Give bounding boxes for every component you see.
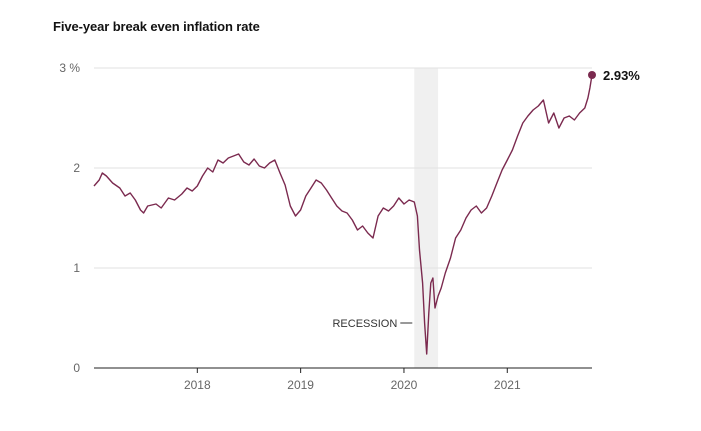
axes	[94, 367, 592, 373]
y-tick-label: 1	[73, 261, 80, 275]
y-tick-label: 2	[73, 161, 80, 175]
annotations: 2.93% RECESSION	[332, 68, 640, 330]
inflation-series-line	[93, 74, 593, 355]
x-tick-labels: 2018 2019 2020 2021	[184, 378, 521, 392]
end-value-label: 2.93%	[603, 68, 640, 83]
y-tick-labels: 0 1 2 3 %	[59, 61, 80, 375]
recession-band-layer	[414, 68, 439, 368]
y-tick-label: 3 %	[59, 61, 80, 75]
x-tick-label: 2018	[184, 378, 211, 392]
end-point-marker	[588, 71, 596, 79]
y-tick-label: 0	[73, 361, 80, 375]
x-tick-label: 2019	[287, 378, 314, 392]
x-tick-label: 2020	[391, 378, 418, 392]
series-layer	[93, 74, 593, 355]
x-tick-label: 2021	[494, 378, 521, 392]
chart-title: Five-year break even inflation rate	[53, 19, 260, 34]
recession-label: RECESSION	[332, 318, 397, 330]
gridlines	[94, 67, 592, 269]
recession-band	[414, 68, 439, 368]
